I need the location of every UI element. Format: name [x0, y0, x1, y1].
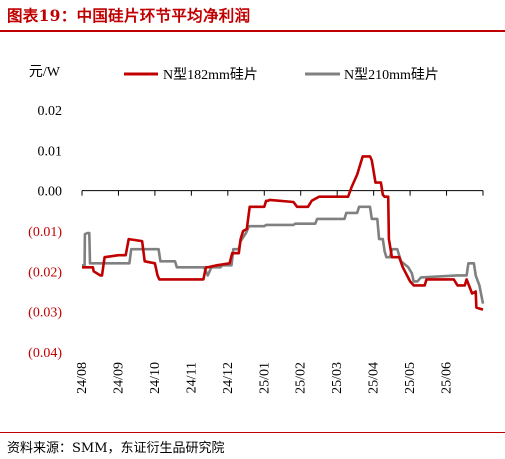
legend-label-182: N型182mm硅片: [163, 67, 258, 83]
source-divider: [0, 432, 505, 433]
x-tick-label: 24/09: [111, 362, 126, 394]
x-axis-ticks: 24/08 24/09 24/10 24/11 24/12 25/01 25/02 25/03…: [75, 190, 484, 394]
series-line-210mm: [82, 205, 485, 304]
y-axis-label: 元/W: [29, 65, 61, 80]
x-tick-label: 24/11: [184, 362, 199, 393]
y-tick-label: 0.00: [38, 185, 63, 200]
chart-title: 图表19：中国硅片环节平均净利润: [7, 6, 251, 25]
series-lines: [82, 155, 485, 311]
line-chart: 元/W N型182mm硅片 N型210mm硅片 0.02 0.01 0.00 (0.0…: [28, 65, 485, 394]
y-axis-ticks: 0.02 0.01 0.00 (0.01) (0.02) (0.03) (0.04): [28, 104, 62, 361]
y-tick-label: (0.01): [28, 225, 62, 240]
source-note: 资料来源：SMM，东证衍生品研究院: [7, 441, 225, 456]
y-tick-label: (0.02): [28, 265, 62, 280]
title-underline: [0, 30, 505, 32]
x-tick-label: 25/06: [440, 362, 455, 394]
x-tick-label: 24/10: [148, 362, 163, 394]
legend: N型182mm硅片 N型210mm硅片: [124, 67, 439, 83]
y-tick-label: (0.04): [28, 346, 62, 361]
x-tick-label: 25/05: [403, 362, 418, 394]
y-tick-label: 0.01: [38, 144, 63, 159]
x-tick-label: 25/04: [367, 362, 382, 394]
x-tick-label: 25/01: [257, 362, 272, 394]
x-tick-label: 25/03: [330, 362, 345, 394]
series-line-182mm: [82, 155, 484, 311]
x-tick-label: 24/12: [221, 362, 236, 394]
legend-label-210: N型210mm硅片: [344, 67, 439, 83]
y-tick-label: 0.02: [38, 104, 63, 119]
x-tick-label: 24/08: [75, 362, 90, 394]
y-tick-label: (0.03): [28, 306, 62, 321]
x-tick-label: 25/02: [294, 362, 309, 394]
